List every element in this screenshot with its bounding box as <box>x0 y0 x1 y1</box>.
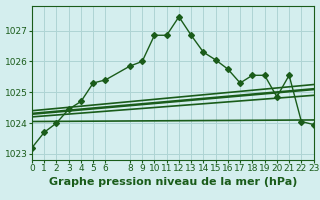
X-axis label: Graphe pression niveau de la mer (hPa): Graphe pression niveau de la mer (hPa) <box>49 177 297 187</box>
